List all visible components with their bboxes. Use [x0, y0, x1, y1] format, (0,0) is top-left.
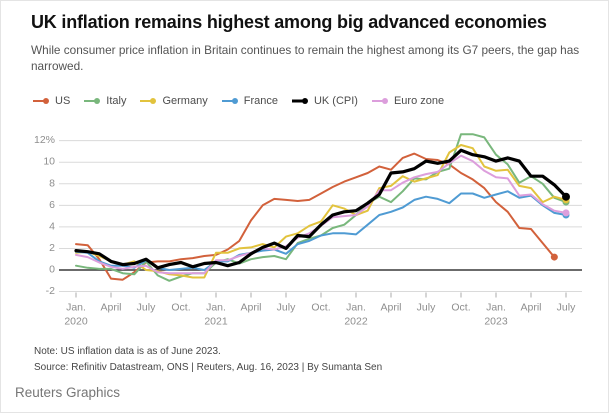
y-axis-tick-label: 0 [49, 264, 55, 276]
legend-line-marker-icon [291, 98, 308, 104]
x-axis-month-label: April [240, 302, 261, 314]
y-axis-tick-label: 2 [49, 242, 55, 254]
legend-line-marker-icon [140, 98, 157, 104]
legend-item-euro-zone: Euro zone [371, 95, 445, 107]
series-line-euro-zone [75, 154, 567, 275]
x-axis-month-label: July [137, 302, 156, 314]
legend-line-marker-icon [33, 98, 49, 104]
y-axis-tick-label: 8 [49, 177, 55, 189]
series-line-france [75, 190, 567, 271]
legend-label: Euro zone [393, 95, 445, 107]
legend-line-marker-icon [84, 98, 101, 104]
legend-label: US [55, 95, 71, 107]
x-axis-month-label: Jan. [346, 302, 366, 314]
reuters-graphics-brand: Reuters Graphics [15, 385, 121, 400]
series-line-us [75, 152, 556, 281]
x-axis-year-label: 2021 [204, 316, 228, 328]
legend-item-france: France [221, 95, 278, 107]
chart-title: UK inflation remains highest among big a… [31, 12, 547, 32]
chart-source: Source: Refinitiv Datastream, ONS | Reut… [34, 362, 383, 373]
inflation-line-chart: 12% 10 8 6 4 2 0 -2 Jan. 2020 April July Oct. Jan. 202… [34, 133, 582, 328]
y-axis-tick-label: -2 [46, 285, 55, 297]
x-axis-month-label: July [557, 302, 576, 314]
x-axis-year-label: 2020 [64, 316, 88, 328]
y-axis-tick-label: 12% [34, 134, 55, 146]
legend-label: Italy [106, 95, 127, 107]
series-end-dot [550, 253, 558, 261]
series-end-dot [562, 209, 570, 217]
legend-item-us: US [33, 95, 70, 107]
x-axis-month-label: April [520, 302, 541, 314]
x-axis-month-label: July [417, 302, 436, 314]
x-axis-month-label: Oct. [451, 302, 470, 314]
legend-label: UK (CPI) [313, 95, 358, 107]
series-end-dot [562, 192, 570, 201]
legend-label: Germany [162, 95, 208, 107]
y-axis-tick-label: 6 [49, 199, 55, 211]
y-axis-tick-label: 4 [49, 220, 55, 232]
x-axis-month-label: Jan. [486, 302, 506, 314]
x-axis-year-label: 2023 [484, 316, 508, 328]
x-axis-month-label: Oct. [311, 302, 330, 314]
series-line-italy [75, 133, 567, 282]
y-axis-tick-label: 10 [43, 156, 55, 168]
x-axis-month-label: Jan. [206, 302, 226, 314]
legend-line-marker-icon [221, 98, 238, 104]
legend-label: France [243, 95, 278, 107]
chart-legend: US Italy Germany France UK (CPI) Euro zone [33, 95, 444, 107]
x-axis-month-label: Jan. [66, 302, 86, 314]
chart-subtitle: While consumer price inflation in Britai… [31, 43, 580, 73]
legend-item-uk-cpi: UK (CPI) [291, 95, 358, 107]
legend-line-marker-icon [371, 98, 388, 104]
x-axis-month-label: April [100, 302, 121, 314]
series-line-germany [75, 144, 567, 279]
legend-item-germany: Germany [140, 95, 208, 107]
x-axis-month-label: April [380, 302, 401, 314]
chart-note: Note: US inflation data is as of June 20… [34, 346, 221, 357]
x-axis-month-label: Oct. [171, 302, 190, 314]
legend-item-italy: Italy [84, 95, 126, 107]
x-axis-month-label: July [277, 302, 296, 314]
x-axis-year-label: 2022 [344, 316, 368, 328]
series-line-uk-cpi [74, 148, 568, 270]
